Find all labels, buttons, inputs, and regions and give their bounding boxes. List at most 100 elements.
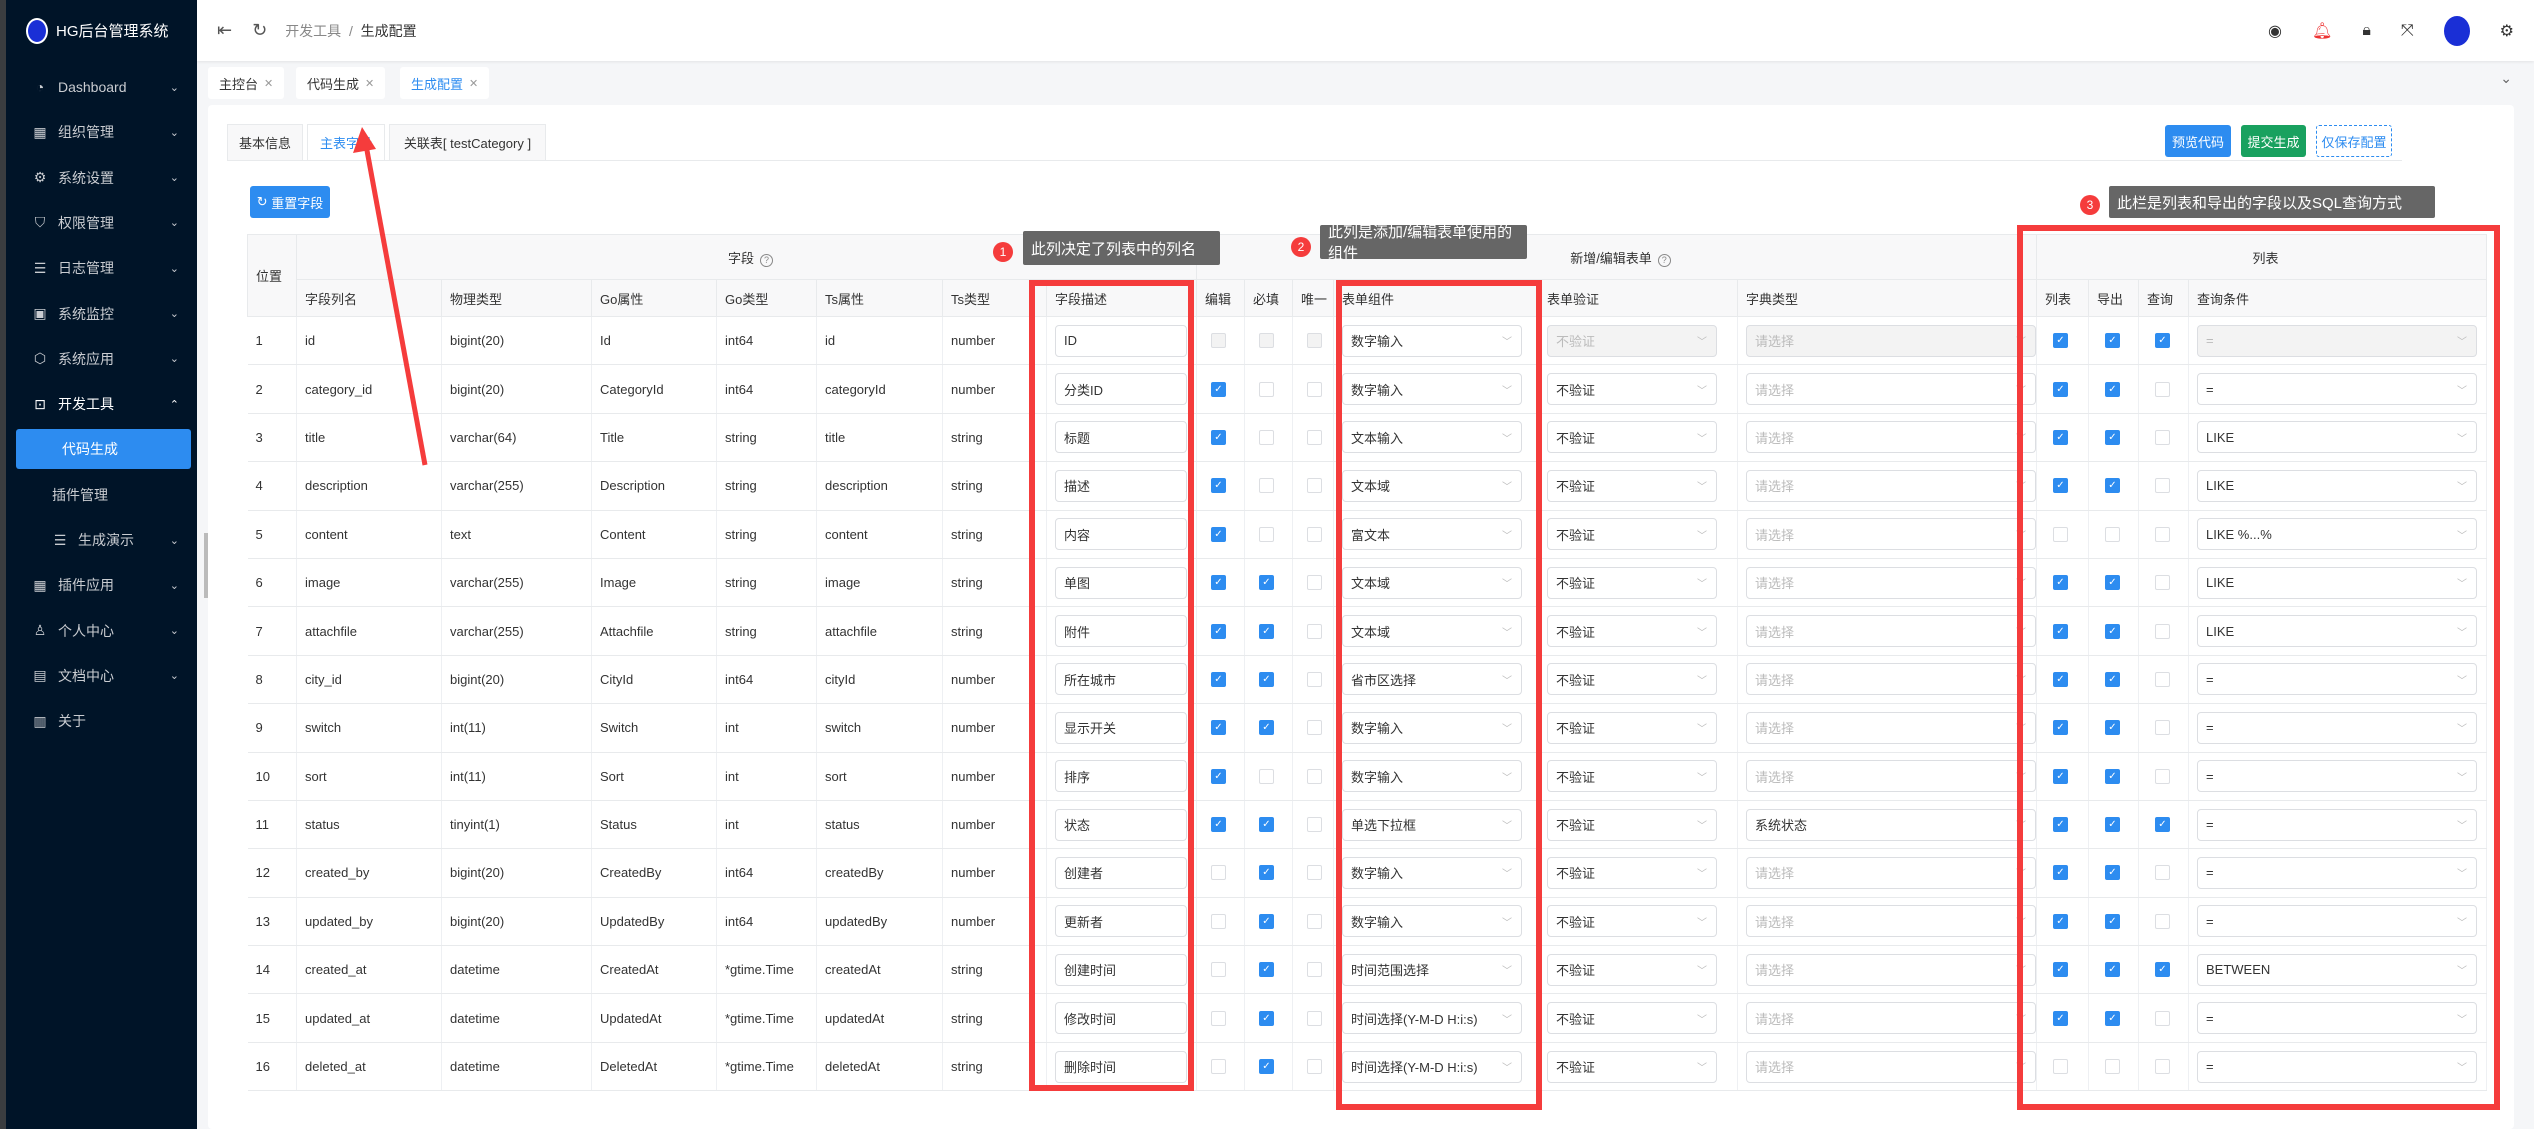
dict-type-select[interactable]: 请选择 ﹀ (1746, 905, 2036, 938)
unique-checkbox[interactable] (1307, 526, 1322, 542)
list-checkbox[interactable]: ✓ (2053, 381, 2068, 397)
description-input[interactable]: 附件 (1055, 615, 1187, 648)
query-condition-select[interactable]: LIKE ﹀ (2197, 615, 2477, 648)
form-component-select[interactable]: 文本域 ﹀ (1342, 615, 1522, 648)
edit-checkbox[interactable]: ✓ (1211, 623, 1226, 639)
query-checkbox[interactable] (2155, 478, 2170, 494)
required-checkbox[interactable]: ✓ (1259, 575, 1274, 591)
sidebar-item[interactable]: ▥ 关于 (6, 701, 197, 741)
app-logo[interactable]: HG后台管理系统 (6, 0, 197, 61)
edit-checkbox[interactable]: ✓ (1211, 720, 1226, 736)
dict-type-select[interactable]: 请选择 ﹀ (1746, 566, 2036, 599)
unique-checkbox[interactable] (1307, 1059, 1322, 1075)
github-icon[interactable]: ◉ (2268, 22, 2283, 40)
avatar[interactable] (2443, 15, 2470, 46)
sidebar-item[interactable]: ▣ 系统监控 ⌄ (6, 294, 197, 334)
unique-checkbox[interactable] (1307, 962, 1322, 978)
export-checkbox[interactable]: ✓ (2105, 865, 2120, 881)
settings-icon[interactable]: ⚙ (2499, 22, 2514, 40)
description-input[interactable]: 更新者 (1055, 905, 1187, 938)
dict-type-select[interactable]: 请选择 ﹀ (1746, 615, 2036, 648)
lock-icon[interactable]: 🔒︎ (2362, 21, 2371, 39)
required-checkbox[interactable]: ✓ (1259, 1059, 1274, 1075)
list-checkbox[interactable]: ✓ (2053, 671, 2068, 687)
query-checkbox[interactable] (2155, 1010, 2170, 1026)
required-checkbox[interactable]: ✓ (1259, 865, 1274, 881)
export-checkbox[interactable]: ✓ (2105, 817, 2120, 833)
list-checkbox[interactable]: ✓ (2053, 865, 2068, 881)
tag-code-gen[interactable]: 代码生成 ✕ (296, 67, 386, 99)
edit-checkbox[interactable]: ✓ (1211, 575, 1226, 591)
description-input[interactable]: 所在城市 (1055, 663, 1187, 696)
form-component-select[interactable]: 时间选择(Y-M-D H:i:s) ﹀ (1342, 1050, 1522, 1083)
help-icon[interactable]: ? (1657, 253, 1671, 267)
export-checkbox[interactable]: ✓ (2105, 333, 2120, 349)
query-condition-select[interactable]: = ﹀ (2197, 856, 2477, 889)
list-checkbox[interactable]: ✓ (2053, 1010, 2068, 1026)
export-checkbox[interactable]: ✓ (2105, 623, 2120, 639)
export-checkbox[interactable]: ✓ (2105, 671, 2120, 687)
submit-generate-button[interactable]: 提交生成 (2241, 125, 2306, 157)
required-checkbox[interactable]: ✓ (1259, 720, 1274, 736)
description-input[interactable]: 单图 (1055, 566, 1187, 599)
edit-checkbox[interactable]: ✓ (1211, 671, 1226, 687)
sidebar-item[interactable]: 代码生成 (16, 429, 191, 470)
form-component-select[interactable]: 单选下拉框 ﹀ (1342, 808, 1522, 841)
description-input[interactable]: 显示开关 (1055, 711, 1187, 744)
export-checkbox[interactable]: ✓ (2105, 478, 2120, 494)
validation-select[interactable]: 不验证 ﹀ (1547, 373, 1717, 406)
validation-select[interactable]: 不验证 ﹀ (1547, 808, 1717, 841)
required-checkbox[interactable]: ✓ (1259, 962, 1274, 978)
edit-checkbox[interactable] (1211, 1059, 1226, 1075)
close-icon[interactable]: ✕ (469, 77, 479, 90)
unique-checkbox[interactable] (1307, 768, 1322, 784)
unique-checkbox[interactable] (1307, 913, 1322, 929)
list-checkbox[interactable]: ✓ (2053, 575, 2068, 591)
description-input[interactable]: 修改时间 (1055, 1002, 1187, 1035)
unique-checkbox[interactable] (1307, 381, 1322, 397)
unique-checkbox[interactable] (1307, 429, 1322, 445)
unique-checkbox[interactable] (1307, 575, 1322, 591)
validation-select[interactable]: 不验证 ﹀ (1547, 566, 1717, 599)
reset-fields-button[interactable]: ↻ 重置字段 (250, 186, 330, 218)
sidebar-item[interactable]: ▦ 插件应用 ⌄ (6, 565, 197, 605)
sidebar-item[interactable]: ▤ 文档中心 ⌄ (6, 656, 197, 696)
list-checkbox[interactable]: ✓ (2053, 623, 2068, 639)
description-input[interactable]: 创建者 (1055, 856, 1187, 889)
validation-select[interactable]: 不验证 ﹀ (1547, 663, 1717, 696)
export-checkbox[interactable]: ✓ (2105, 768, 2120, 784)
preview-code-button[interactable]: 预览代码 (2165, 125, 2231, 157)
validation-select[interactable]: 不验证 ﹀ (1547, 953, 1717, 986)
query-checkbox[interactable] (2155, 768, 2170, 784)
query-checkbox[interactable] (2155, 1059, 2170, 1075)
export-checkbox[interactable]: ✓ (2105, 381, 2120, 397)
refresh-icon[interactable]: ↻ (252, 20, 268, 40)
edit-checkbox[interactable]: ✓ (1211, 429, 1226, 445)
dict-type-select[interactable]: 请选择 ﹀ (1746, 711, 2036, 744)
query-condition-select[interactable]: LIKE ﹀ (2197, 566, 2477, 599)
list-checkbox[interactable] (2053, 526, 2068, 542)
query-condition-select[interactable]: LIKE %...% ﹀ (2197, 518, 2477, 551)
description-input[interactable]: 分类ID (1055, 373, 1187, 406)
dict-type-select[interactable]: 请选择 ﹀ (1746, 373, 2036, 406)
validation-select[interactable]: 不验证 ﹀ (1547, 1050, 1717, 1083)
form-component-select[interactable]: 数字输入 ﹀ (1342, 711, 1522, 744)
required-checkbox[interactable]: ✓ (1259, 913, 1274, 929)
edit-checkbox[interactable] (1211, 865, 1226, 881)
list-checkbox[interactable]: ✓ (2053, 962, 2068, 978)
query-condition-select[interactable]: = ﹀ (2197, 1002, 2477, 1035)
sidebar-item[interactable]: ◔ Dashboard ⌄ (6, 67, 197, 107)
form-component-select[interactable]: 数字输入 ﹀ (1342, 324, 1522, 357)
list-checkbox[interactable]: ✓ (2053, 817, 2068, 833)
query-condition-select[interactable]: = ﹀ (2197, 1050, 2477, 1083)
description-input[interactable]: ID (1055, 324, 1187, 357)
form-component-select[interactable]: 数字输入 ﹀ (1342, 373, 1522, 406)
dict-type-select[interactable]: 请选择 ﹀ (1746, 518, 2036, 551)
export-checkbox[interactable]: ✓ (2105, 962, 2120, 978)
breadcrumb-item[interactable]: 开发工具 (285, 22, 342, 39)
dict-type-select[interactable]: 请选择 ﹀ (1746, 760, 2036, 793)
tag-dashboard[interactable]: 主控台 ✕ (208, 67, 285, 99)
query-condition-select[interactable]: BETWEEN ﹀ (2197, 953, 2477, 986)
validation-select[interactable]: 不验证 ﹀ (1547, 711, 1717, 744)
edit-checkbox[interactable] (1211, 962, 1226, 978)
